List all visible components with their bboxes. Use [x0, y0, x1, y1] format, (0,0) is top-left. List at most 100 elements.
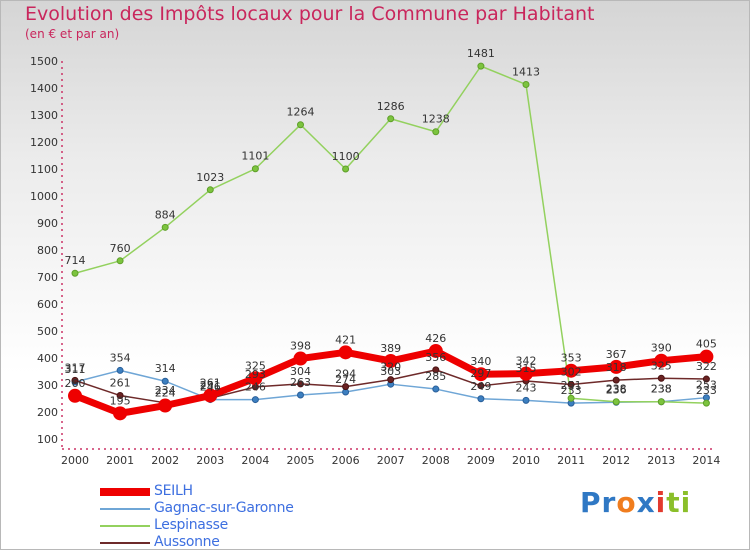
data-label-gagnac-sur-garonne: 354	[110, 351, 131, 364]
data-label-gagnac-sur-garonne: 236	[606, 383, 627, 396]
legend-label-aussonne: Aussonne	[154, 534, 220, 550]
data-label-lespinasse: 760	[110, 242, 131, 255]
data-label-aussonne: 318	[606, 361, 627, 374]
logo-letter: i	[655, 486, 667, 519]
y-tick-label: 400	[37, 352, 58, 365]
data-label-gagnac-sur-garonne: 233	[561, 384, 582, 397]
data-label-lespinasse: 1481	[467, 47, 495, 60]
data-label-aussonne: 261	[110, 377, 131, 390]
data-label-lespinasse: 1238	[422, 113, 450, 126]
y-tick-label: 300	[37, 379, 58, 392]
data-point-seilh	[473, 367, 488, 382]
data-point-aussonne	[342, 383, 350, 391]
y-tick-label: 1500	[30, 55, 58, 68]
data-label-lespinasse: 1413	[512, 65, 540, 78]
data-label-gagnac-sur-garonne: 314	[155, 362, 176, 375]
data-point-aussonne	[567, 380, 575, 388]
data-label-gagnac-sur-garonne: 303	[380, 365, 401, 378]
x-tick-label: 2000	[61, 454, 89, 467]
data-point-lespinasse	[477, 62, 485, 70]
data-label-gagnac-sur-garonne: 249	[470, 380, 491, 393]
chart-title: Evolution des Impôts locaux pour la Comm…	[25, 3, 595, 25]
data-point-seilh	[113, 406, 128, 421]
legend-label-seilh: SEILH	[154, 483, 193, 499]
data-label-gagnac-sur-garonne: 311	[65, 363, 86, 376]
data-label-aussonne: 294	[335, 368, 356, 381]
data-point-seilh	[203, 388, 218, 403]
data-label-seilh: 389	[380, 342, 401, 355]
data-label-lespinasse: 884	[155, 208, 176, 221]
data-label-gagnac-sur-garonne: 285	[425, 370, 446, 383]
data-label-gagnac-sur-garonne: 274	[335, 373, 356, 386]
data-point-lespinasse	[657, 398, 665, 406]
logo-letter: o	[616, 486, 637, 519]
data-point-seilh	[519, 366, 533, 381]
data-label-seilh: 426	[425, 332, 446, 345]
data-point-aussonne	[657, 374, 665, 382]
x-tick-label: 2002	[151, 454, 179, 467]
data-label-aussonne: 322	[696, 360, 717, 373]
data-label-aussonne: 302	[561, 365, 582, 378]
data-point-gagnac-sur-garonne	[477, 395, 485, 403]
data-point-lespinasse	[432, 128, 440, 136]
data-label-seilh: 421	[335, 333, 356, 346]
data-point-seilh	[428, 343, 443, 358]
legend-swatch-aussonne	[100, 542, 150, 544]
data-point-lespinasse	[567, 394, 575, 402]
data-label-lespinasse: 1286	[377, 100, 405, 113]
data-point-seilh	[293, 351, 308, 366]
legend-swatch-lespinasse	[100, 525, 150, 527]
legend-label-gagnac: Gagnac-sur-Garonne	[154, 500, 294, 516]
legend-swatch-gagnac	[100, 508, 150, 510]
data-label-lespinasse: 1023	[196, 171, 224, 184]
data-point-lespinasse	[116, 257, 124, 265]
data-label-lespinasse: 1100	[332, 150, 360, 163]
x-tick-label: 2004	[241, 454, 269, 467]
x-tick-label: 2005	[287, 454, 315, 467]
data-label-seilh: 405	[696, 338, 717, 351]
data-label-lespinasse: 233	[696, 384, 717, 397]
data-label-aussonne: 320	[380, 361, 401, 374]
x-tick-label: 2008	[422, 454, 450, 467]
data-label-seilh: 390	[651, 342, 672, 355]
data-label-gagnac-sur-garonne: 253	[696, 379, 717, 392]
data-label-lespinasse: 238	[651, 383, 672, 396]
data-point-aussonne	[116, 392, 124, 400]
x-tick-label: 2009	[467, 454, 495, 467]
data-label-seilh: 195	[110, 394, 131, 407]
x-tick-label: 2003	[196, 454, 224, 467]
data-label-aussonne: 251	[200, 379, 221, 392]
data-label-gagnac-sur-garonne: 246	[200, 381, 221, 394]
data-label-lespinasse: 251	[561, 379, 582, 392]
data-point-gagnac-sur-garonne	[116, 366, 124, 374]
data-label-aussonne: 304	[290, 365, 311, 378]
data-point-seilh	[609, 359, 624, 374]
data-label-aussonne: 297	[470, 367, 491, 380]
data-point-seilh	[68, 388, 82, 403]
data-point-seilh	[338, 345, 353, 360]
data-label-seilh: 260	[65, 377, 86, 390]
data-point-seilh	[248, 371, 263, 386]
data-point-seilh	[699, 349, 714, 364]
y-tick-label: 500	[37, 325, 58, 338]
y-tick-label: 1000	[30, 190, 58, 203]
data-point-seilh	[654, 353, 669, 368]
data-point-lespinasse	[522, 80, 530, 88]
data-label-seilh: 342	[516, 355, 537, 368]
data-point-gagnac-sur-garonne	[432, 385, 440, 393]
data-point-lespinasse	[251, 165, 259, 173]
data-point-seilh	[158, 398, 173, 413]
y-tick-label: 900	[37, 217, 58, 230]
data-point-lespinasse	[297, 121, 304, 129]
y-tick-label: 1100	[30, 163, 58, 176]
data-point-aussonne	[71, 376, 79, 384]
y-tick-label: 1400	[30, 82, 58, 95]
data-label-aussonne: 234	[155, 384, 176, 397]
y-tick-label: 800	[37, 244, 58, 257]
data-label-lespinasse: 1264	[287, 106, 315, 119]
y-tick-label: 200	[37, 406, 58, 419]
data-point-seilh	[383, 353, 398, 368]
data-label-seilh: 340	[470, 355, 491, 368]
data-label-gagnac-sur-garonne: 243	[516, 381, 537, 394]
